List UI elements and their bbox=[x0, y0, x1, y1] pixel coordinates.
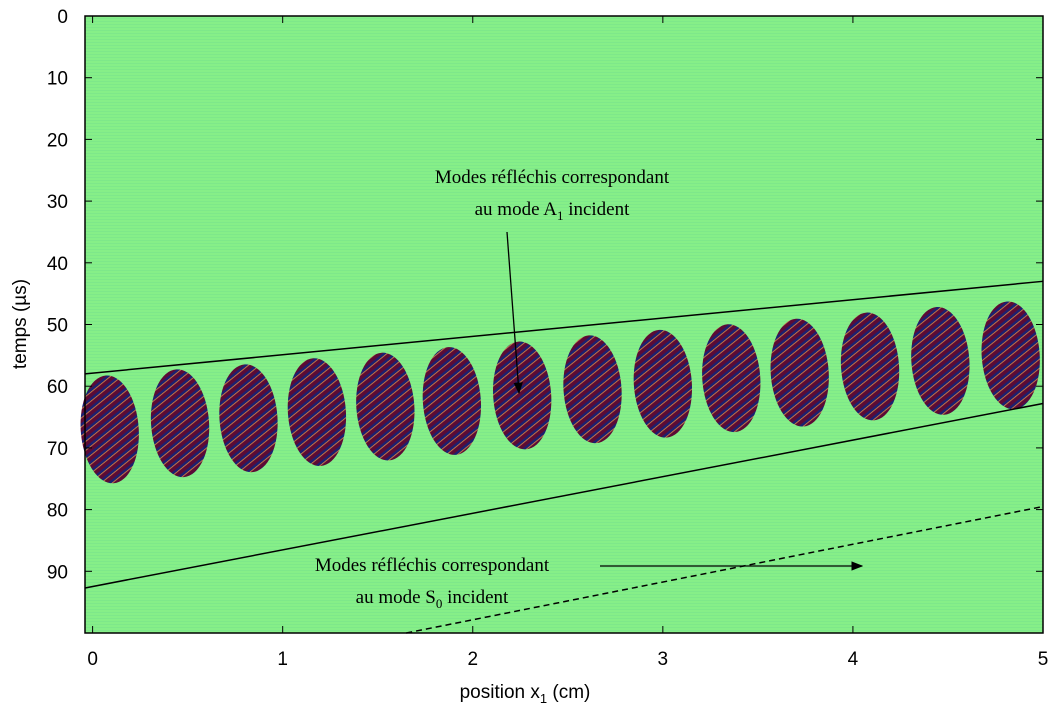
x-tick-label: 3 bbox=[658, 649, 669, 670]
y-tick-label: 70 bbox=[47, 439, 68, 460]
x-tick-label: 5 bbox=[1038, 649, 1049, 670]
y-tick-label: 0 bbox=[57, 7, 68, 28]
wave-packet bbox=[911, 306, 970, 415]
annotation-text: Modes réfléchis correspondant bbox=[435, 167, 670, 188]
x-label-part: position x bbox=[460, 682, 541, 703]
wave-packet bbox=[981, 301, 1040, 410]
x-tick-label: 2 bbox=[467, 649, 478, 670]
boundary-line bbox=[406, 505, 1044, 634]
plot-texture bbox=[85, 16, 1043, 633]
x-tick-label: 0 bbox=[87, 649, 98, 670]
annotation: Modes réfléchis correspondant bbox=[315, 555, 550, 576]
annotation-text: au mode S bbox=[356, 587, 436, 608]
wave-packet bbox=[702, 324, 761, 433]
boundary-line bbox=[84, 280, 1044, 375]
wave-packet bbox=[80, 375, 139, 484]
wave-packet bbox=[563, 335, 622, 444]
annotation: au mode S0 incident bbox=[356, 587, 509, 611]
annotation: au mode A1 incident bbox=[475, 199, 631, 223]
y-tick-label: 10 bbox=[47, 69, 68, 90]
wave-packet bbox=[493, 341, 552, 450]
annotation-text: 0 bbox=[436, 596, 443, 611]
wave-packet bbox=[840, 312, 900, 421]
x-label-part: (cm) bbox=[547, 682, 590, 703]
wave-packet bbox=[770, 318, 829, 427]
y-tick-label: 40 bbox=[47, 254, 68, 275]
wave-packet bbox=[287, 358, 347, 467]
annotation-text: incident bbox=[442, 587, 509, 608]
annotation-text: Modes réfléchis correspondant bbox=[315, 555, 550, 576]
y-tick-label: 60 bbox=[47, 377, 68, 398]
x-tick-label: 1 bbox=[277, 649, 288, 670]
wave-packet bbox=[633, 329, 693, 438]
boundary-line bbox=[84, 402, 1044, 589]
wave-packet bbox=[356, 352, 415, 461]
wave-packet bbox=[150, 369, 210, 478]
wave-packet bbox=[422, 347, 482, 455]
y-tick-label: 20 bbox=[47, 130, 68, 151]
annotation-text: 1 bbox=[557, 208, 564, 223]
y-axis-label: temps (µs) bbox=[10, 279, 31, 369]
annotation-text: au mode A bbox=[475, 199, 558, 220]
wave-packet bbox=[219, 364, 278, 473]
y-tick-label: 30 bbox=[47, 192, 68, 213]
marks bbox=[80, 280, 1044, 634]
y-tick-label: 50 bbox=[47, 316, 68, 337]
x-axis-label: position x1 (cm) bbox=[460, 682, 591, 706]
annotation-arrow bbox=[506, 231, 523, 395]
y-tick-label: 80 bbox=[47, 501, 68, 522]
x-label-sub: 1 bbox=[540, 691, 547, 706]
y-tick-label: 90 bbox=[47, 562, 68, 583]
annotation: Modes réfléchis correspondant bbox=[435, 167, 670, 188]
annotation-text: incident bbox=[563, 199, 630, 220]
x-tick-label: 4 bbox=[848, 649, 859, 670]
